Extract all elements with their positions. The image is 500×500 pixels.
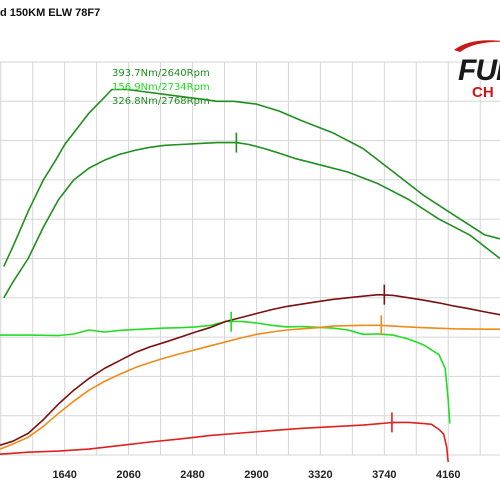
brand-logo: FUI CH <box>452 32 500 102</box>
x-tick-label: 4160 <box>436 469 460 481</box>
x-tick-label: 2060 <box>116 469 140 481</box>
marker-layer <box>230 132 393 433</box>
legend-entry-2: 156.9Nm/2734Rpm <box>112 82 210 93</box>
x-axis-ticks: 1640 2060 2480 2900 3320 3740 4160 <box>52 469 460 481</box>
x-tick-label: 2480 <box>180 469 204 481</box>
series-line-torque-tuned <box>3 88 500 267</box>
x-tick-label: 3740 <box>372 469 396 481</box>
series-layer <box>0 88 500 463</box>
series-line-power-stock <box>0 324 500 450</box>
x-tick-label: 3320 <box>308 469 332 481</box>
legend-entry-3: 326.8Nm/2768Rpm <box>112 96 210 107</box>
logo-subword: CH <box>472 84 494 101</box>
x-tick-label: 2900 <box>244 469 268 481</box>
x-tick-label: 1640 <box>52 469 76 481</box>
logo-word: FUI <box>458 54 500 87</box>
series-line-torque-stock <box>3 141 500 299</box>
series-line-power-tuned <box>0 293 500 446</box>
series-line-boost <box>0 320 451 424</box>
series-line-afr <box>0 421 449 463</box>
swoosh-icon <box>454 40 500 52</box>
grid <box>0 61 500 456</box>
chart-title: d 150KM ELW 78F7 <box>0 7 101 19</box>
legend-entry-1: 393.7Nm/2640Rpm <box>112 68 210 79</box>
